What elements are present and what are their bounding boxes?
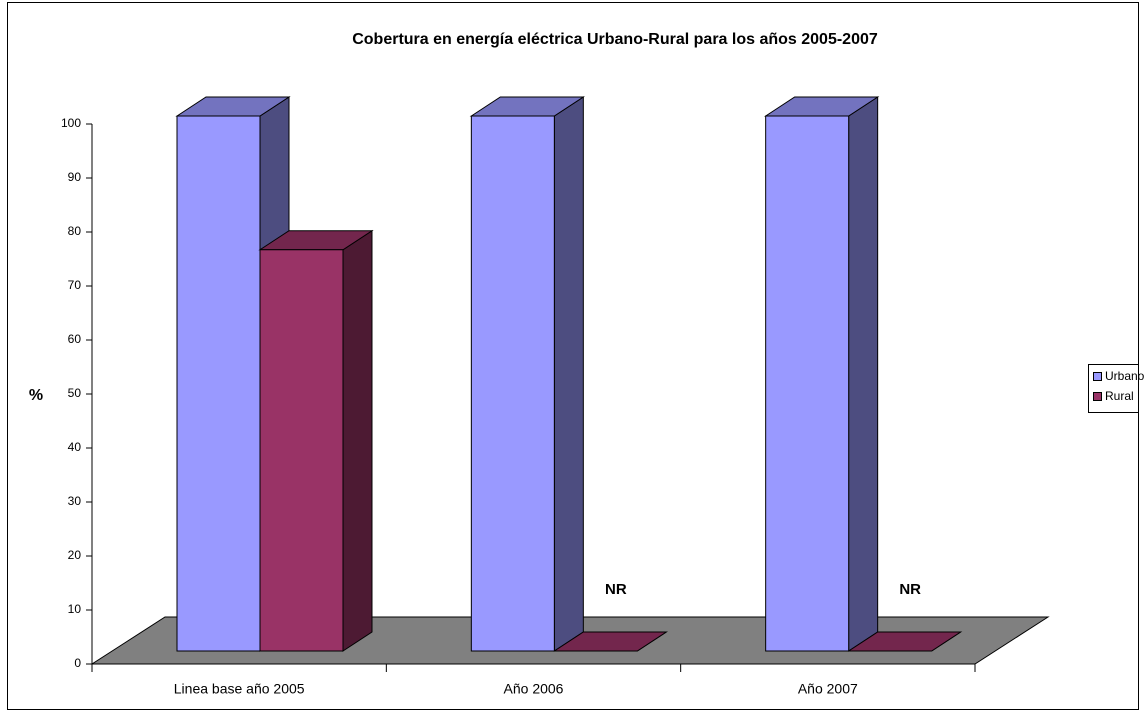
annotation: NR bbox=[605, 581, 627, 598]
legend-label: Rural bbox=[1105, 389, 1134, 403]
legend-label: Urbano bbox=[1105, 369, 1145, 383]
annotation: NR bbox=[899, 581, 921, 598]
bar-side bbox=[553, 96, 584, 652]
y-tick-label: 20 bbox=[68, 548, 82, 562]
legend-swatch bbox=[1093, 392, 1102, 401]
bar bbox=[176, 115, 261, 652]
y-axis-label: % bbox=[29, 387, 43, 404]
bar bbox=[765, 115, 850, 652]
x-tick-label: Linea base año 2005 bbox=[174, 681, 305, 697]
bar bbox=[259, 249, 344, 652]
bar-side bbox=[342, 229, 373, 652]
y-tick-label: 10 bbox=[68, 602, 82, 616]
y-tick-label: 100 bbox=[61, 116, 81, 130]
bar bbox=[470, 115, 555, 652]
y-tick-label: 80 bbox=[68, 224, 82, 238]
y-tick-label: 60 bbox=[68, 332, 82, 346]
legend-swatch bbox=[1093, 372, 1102, 381]
chart-title: Cobertura en energía eléctrica Urbano-Ru… bbox=[352, 31, 878, 48]
y-tick-label: 50 bbox=[68, 386, 82, 400]
y-tick-label: 0 bbox=[74, 656, 81, 670]
x-tick-label: Año 2006 bbox=[504, 681, 564, 697]
y-tick-label: 40 bbox=[68, 440, 82, 454]
bar-top bbox=[552, 631, 669, 652]
y-tick-label: 30 bbox=[68, 494, 82, 508]
bar-side bbox=[848, 96, 879, 652]
y-tick-label: 90 bbox=[68, 170, 82, 184]
y-tick-label: 70 bbox=[68, 278, 82, 292]
bar-top bbox=[846, 631, 963, 652]
x-tick-label: Año 2007 bbox=[798, 681, 858, 697]
